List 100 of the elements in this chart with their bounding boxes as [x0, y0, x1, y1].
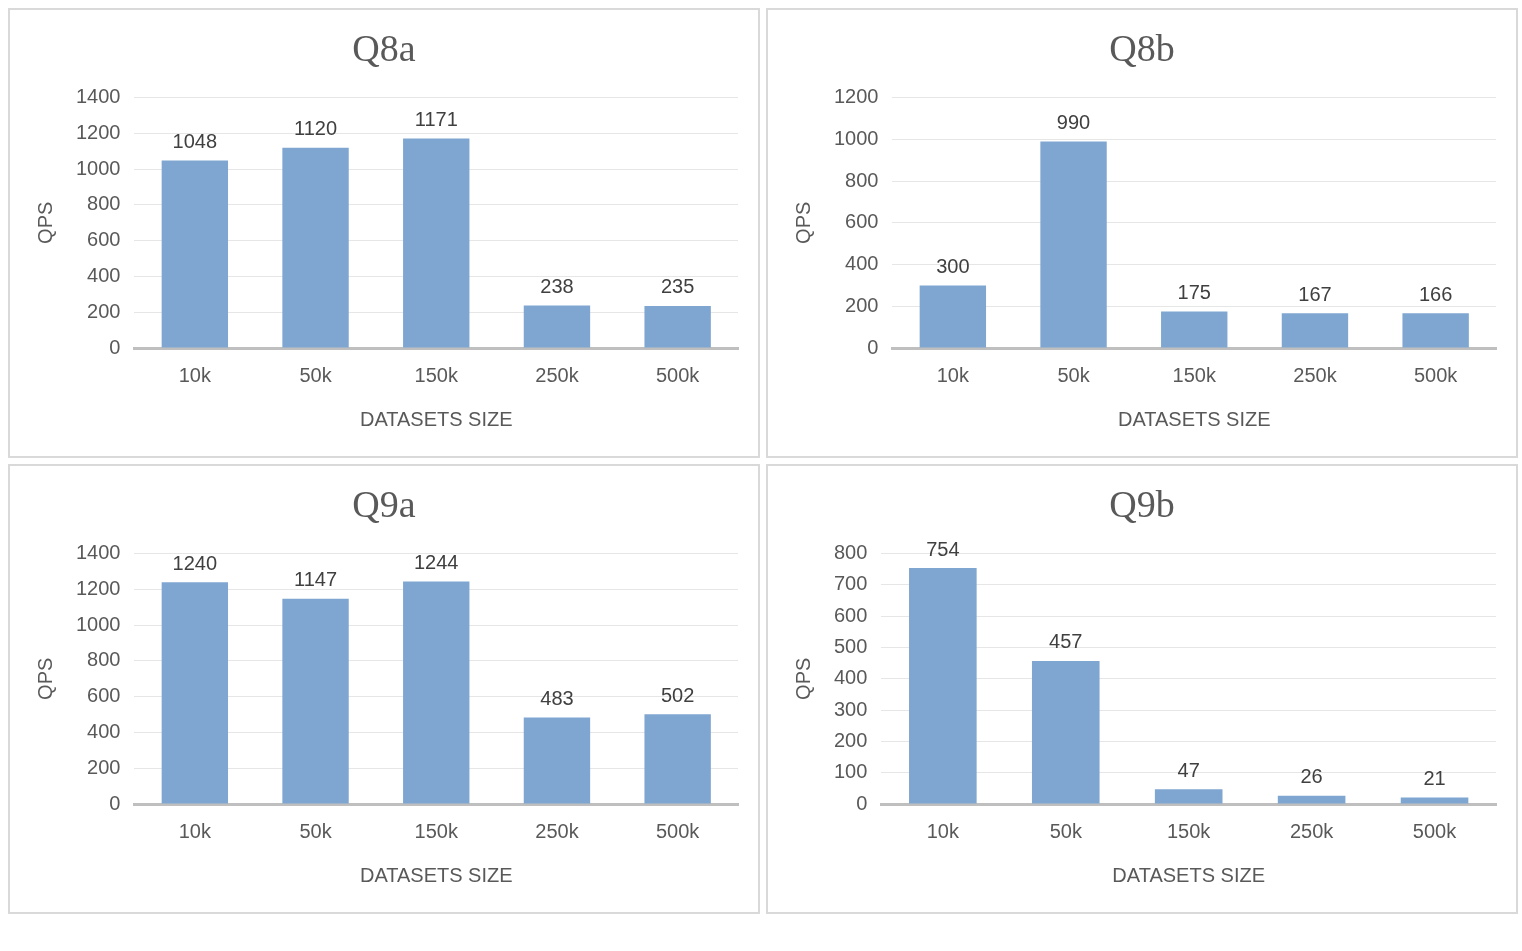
- data-label: 1147: [294, 568, 338, 591]
- y-tick-label: 0: [856, 791, 868, 814]
- data-label: 1048: [172, 130, 218, 153]
- x-tick-label: 500k: [655, 819, 701, 842]
- x-tick-label: 50k: [1049, 819, 1083, 842]
- x-tick-label: 150k: [414, 363, 459, 386]
- y-tick-label: 1200: [833, 85, 879, 108]
- y-tick-label: 400: [87, 719, 121, 742]
- data-label: 166: [1418, 282, 1453, 305]
- x-tick-label: 10k: [178, 819, 212, 842]
- x-tick-label: 250k: [535, 819, 580, 842]
- y-axis-title: QPS: [33, 201, 56, 244]
- x-tick-label: 10k: [926, 819, 960, 842]
- bar: [282, 598, 349, 804]
- data-label: 457: [1049, 630, 1083, 653]
- y-tick-label: 200: [833, 728, 868, 751]
- y-tick-label: 800: [833, 541, 868, 564]
- x-tick-label: 150k: [1172, 363, 1217, 386]
- data-label: 754: [926, 537, 960, 560]
- bar: [1031, 660, 1100, 804]
- bar: [1277, 795, 1346, 804]
- bar: [282, 147, 349, 348]
- data-label: 26: [1300, 765, 1323, 788]
- y-tick-label: 200: [87, 755, 121, 778]
- data-label: 502: [660, 683, 695, 706]
- y-tick-label: 600: [87, 684, 121, 707]
- bar: [523, 305, 591, 348]
- x-tick-label: 50k: [1057, 363, 1091, 386]
- y-tick-label: 1200: [75, 576, 121, 599]
- y-tick-label: 1400: [75, 85, 121, 108]
- y-tick-label: 500: [833, 635, 868, 658]
- x-tick-label: 150k: [1167, 819, 1212, 842]
- y-tick-label: 300: [833, 697, 868, 720]
- x-tick-label: 500k: [1413, 363, 1459, 386]
- bar: [644, 305, 711, 348]
- y-tick-label: 800: [87, 192, 121, 215]
- x-tick-label: 50k: [299, 363, 333, 386]
- y-tick-label: 0: [867, 335, 879, 358]
- chart-title: Q9b: [1109, 482, 1175, 525]
- data-label: 483: [540, 687, 574, 710]
- data-label: 990: [1056, 110, 1091, 133]
- data-label: 238: [540, 274, 574, 297]
- y-tick-label: 200: [87, 299, 121, 322]
- bar: [909, 568, 977, 804]
- x-axis-title: DATASETS SIZE: [359, 863, 513, 886]
- x-tick-label: 250k: [1289, 819, 1335, 842]
- bar: [523, 717, 591, 804]
- x-tick-label: 150k: [414, 819, 459, 842]
- data-label: 1244: [414, 551, 459, 574]
- x-tick-label: 250k: [1293, 363, 1338, 386]
- x-tick-label: 10k: [178, 363, 212, 386]
- y-tick-label: 400: [833, 666, 868, 689]
- bar: [1402, 313, 1469, 348]
- bar: [1154, 789, 1223, 804]
- y-tick-label: 1400: [75, 541, 121, 564]
- bar: [403, 138, 470, 348]
- x-tick-label: 500k: [655, 363, 701, 386]
- y-axis-title: QPS: [33, 657, 56, 700]
- y-tick-label: 600: [87, 228, 121, 251]
- bar: [161, 160, 229, 348]
- y-axis-title: QPS: [791, 657, 814, 700]
- y-tick-label: 600: [833, 603, 868, 626]
- chart-title: Q8b: [1109, 26, 1175, 69]
- x-tick-label: 500k: [1412, 819, 1458, 842]
- y-tick-label: 800: [87, 648, 121, 671]
- data-label: 167: [1298, 282, 1332, 305]
- data-label: 1171: [414, 108, 458, 131]
- y-tick-label: 100: [833, 760, 868, 783]
- data-label: 47: [1177, 758, 1200, 781]
- y-tick-label: 400: [845, 252, 879, 275]
- x-axis-title: DATASETS SIZE: [359, 407, 513, 430]
- data-label: 300: [936, 254, 970, 277]
- x-tick-label: 10k: [936, 363, 970, 386]
- x-axis-title: DATASETS SIZE: [1117, 407, 1271, 430]
- bar: [1281, 313, 1349, 348]
- y-tick-label: 0: [109, 791, 121, 814]
- data-label: 1120: [294, 117, 338, 140]
- y-tick-label: 1000: [75, 612, 121, 635]
- x-axis-title: DATASETS SIZE: [1112, 863, 1265, 886]
- data-label: 21: [1423, 766, 1446, 789]
- y-tick-label: 800: [845, 168, 879, 191]
- y-tick-label: 1200: [75, 120, 121, 143]
- chart-title: Q8a: [352, 26, 416, 69]
- bar: [1400, 797, 1469, 804]
- bar: [1040, 141, 1107, 348]
- y-tick-label: 1000: [833, 126, 879, 149]
- chart-title: Q9a: [352, 482, 416, 525]
- bar: [919, 285, 987, 348]
- y-tick-label: 200: [845, 293, 879, 316]
- y-axis-title: QPS: [791, 201, 814, 244]
- y-tick-label: 0: [109, 335, 121, 358]
- bar: [403, 581, 470, 804]
- y-tick-label: 600: [845, 210, 879, 233]
- bar: [1161, 311, 1228, 348]
- bar: [161, 582, 229, 804]
- y-tick-label: 400: [87, 263, 121, 286]
- y-tick-label: 1000: [75, 156, 121, 179]
- data-label: 175: [1177, 281, 1211, 303]
- data-label: 235: [660, 275, 695, 298]
- x-tick-label: 250k: [535, 363, 580, 386]
